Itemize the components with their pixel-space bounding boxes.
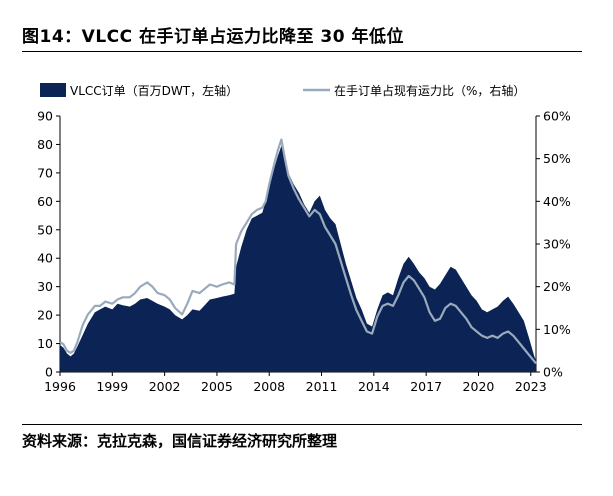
- left-tick-label: 10: [37, 336, 53, 351]
- left-tick-label: 40: [37, 251, 53, 266]
- source-divider: [22, 424, 582, 425]
- x-tick-label: 2014: [358, 379, 390, 394]
- x-tick-label: 2017: [410, 379, 442, 394]
- chart: VLCC订单（百万DWT，左轴） 在手订单占现有运力比（%，右轴） 0 10 20 3…: [37, 83, 571, 394]
- left-tick-label: 90: [37, 109, 53, 124]
- right-tick-label: 60%: [543, 109, 571, 124]
- source-note: 资料来源：克拉克森，国信证券经济研究所整理: [22, 432, 338, 450]
- title-divider: [22, 51, 582, 52]
- right-tick-label: 40%: [543, 194, 571, 209]
- left-tick-label: 20: [37, 308, 53, 323]
- x-tick-label: 2020: [463, 379, 495, 394]
- series-orderbook-area: [60, 145, 536, 372]
- x-tick-label: 2005: [201, 379, 233, 394]
- legend-swatch-orderbook: [40, 83, 66, 97]
- left-tick-label: 60: [37, 194, 53, 209]
- x-tick-label: 2011: [306, 379, 338, 394]
- right-tick-label: 20%: [543, 279, 571, 294]
- legend-label-orderbook: VLCC订单（百万DWT，左轴）: [70, 83, 238, 98]
- x-axis-ticks: 1996 1999 2002 2005 2008 2011 2014 2017 2020 2023: [44, 372, 547, 394]
- x-tick-label: 2023: [515, 379, 547, 394]
- left-tick-label: 0: [45, 365, 53, 380]
- x-tick-label: 2008: [253, 379, 285, 394]
- right-tick-label: 10%: [543, 322, 571, 337]
- left-axis-ticks: 0 10 20 30 40 50 60 70 80 90: [37, 109, 60, 380]
- left-tick-label: 80: [37, 137, 53, 152]
- left-tick-label: 30: [37, 279, 53, 294]
- left-tick-label: 50: [37, 222, 53, 237]
- plot-area: [59, 138, 537, 372]
- x-tick-label: 1996: [44, 379, 76, 394]
- legend: VLCC订单（百万DWT，左轴） 在手订单占现有运力比（%，右轴）: [40, 83, 525, 98]
- x-tick-label: 2002: [149, 379, 181, 394]
- legend-label-ratio: 在手订单占现有运力比（%，右轴）: [334, 83, 525, 98]
- right-axis-ticks: 0% 10% 20% 30% 40% 50% 60%: [536, 109, 571, 380]
- right-tick-label: 30%: [543, 237, 571, 252]
- x-tick-label: 1999: [96, 379, 128, 394]
- series-ratio-line: [59, 138, 537, 365]
- right-tick-label: 50%: [543, 151, 571, 166]
- left-tick-label: 70: [37, 165, 53, 180]
- figure-title: 图14：VLCC 在手订单占运力比降至 30 年低位: [22, 27, 405, 47]
- right-tick-label: 0%: [543, 365, 563, 380]
